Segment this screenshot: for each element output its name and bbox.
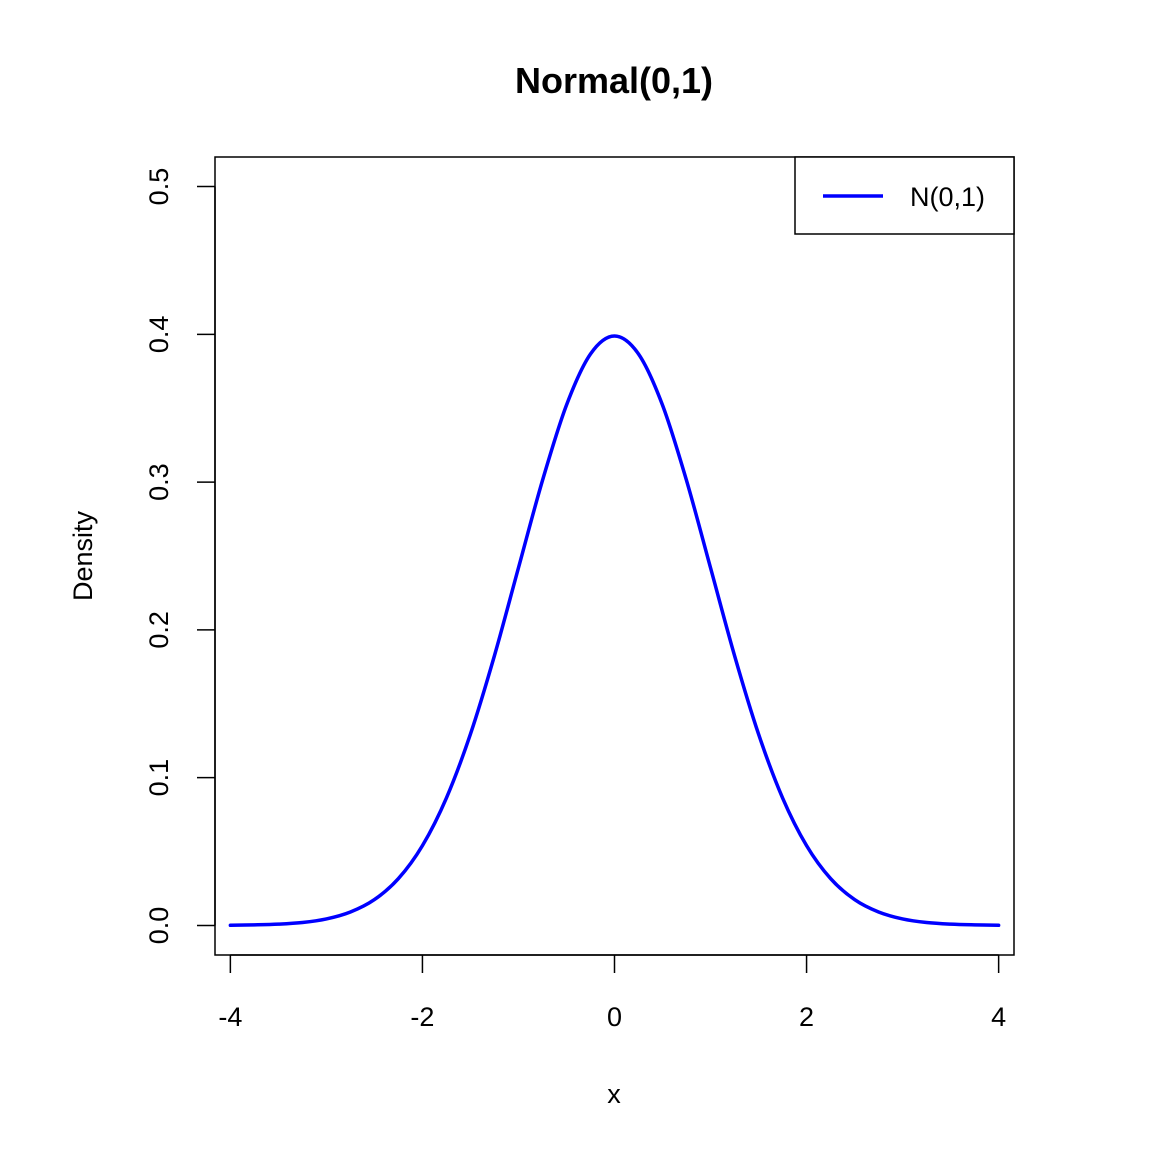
- legend-label: N(0,1): [910, 182, 985, 212]
- plot-frame: [214, 156, 1015, 956]
- x-tick-label: 0: [607, 1002, 622, 1032]
- y-tick-label: 0.2: [144, 611, 174, 649]
- x-tick-label: -4: [218, 1002, 242, 1032]
- y-axis: 0.0 0.1 0.2 0.3 0.4 0.5: [144, 168, 216, 945]
- x-axis: -4 -2 0 2 4: [218, 954, 1006, 1032]
- legend: N(0,1): [794, 156, 1015, 235]
- x-axis-label: x: [607, 1079, 621, 1109]
- series-line-normal-density: [228, 334, 1001, 928]
- x-tick-label: 2: [799, 1002, 814, 1032]
- series-layer: [228, 334, 1001, 928]
- x-tick-label: -2: [410, 1002, 434, 1032]
- x-tick-label: 4: [991, 1002, 1006, 1032]
- y-tick-label: 0.3: [144, 463, 174, 501]
- y-tick-label: 0.4: [144, 316, 174, 354]
- y-tick-label: 0.0: [144, 907, 174, 945]
- chart-title: Normal(0,1): [515, 60, 713, 101]
- y-tick-label: 0.5: [144, 168, 174, 206]
- y-tick-label: 0.1: [144, 759, 174, 797]
- y-axis-label: Density: [68, 510, 98, 601]
